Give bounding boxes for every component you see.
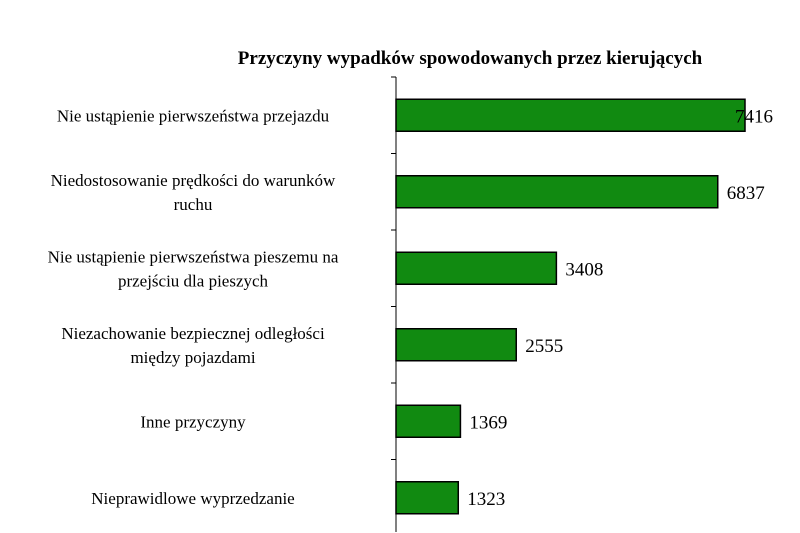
bar xyxy=(395,481,460,515)
category-label: Niezachowanie bezpiecznej odległości xyxy=(61,324,325,343)
bar xyxy=(395,404,462,438)
category-label: Nie ustąpienie pierwszeństwa pieszemu na xyxy=(48,247,339,266)
data-label: 1323 xyxy=(467,489,505,510)
chart-title: Przyczyny wypadków spowodowanych przez k… xyxy=(237,48,703,69)
data-label: 6837 xyxy=(727,183,765,204)
category-label: Niedostosowanie prędkości do warunków xyxy=(51,171,336,190)
data-label: 1369 xyxy=(469,412,507,433)
data-label: 2555 xyxy=(525,336,563,357)
category-label: Nie ustąpienie pierwszeństwa przejazdu xyxy=(57,106,330,125)
data-label: 3408 xyxy=(565,259,603,280)
category-label: przejściu dla pieszych xyxy=(118,271,269,290)
data-label: 7416 xyxy=(735,106,773,127)
category-label: Nieprawidlowe wyprzedzanie xyxy=(91,489,294,508)
bar xyxy=(395,98,746,132)
bar xyxy=(395,175,719,209)
bar xyxy=(395,328,517,362)
category-label: między pojazdami xyxy=(130,348,255,367)
bar xyxy=(395,251,558,285)
category-label: ruchu xyxy=(174,195,213,214)
category-label: Inne przyczyny xyxy=(140,412,246,431)
